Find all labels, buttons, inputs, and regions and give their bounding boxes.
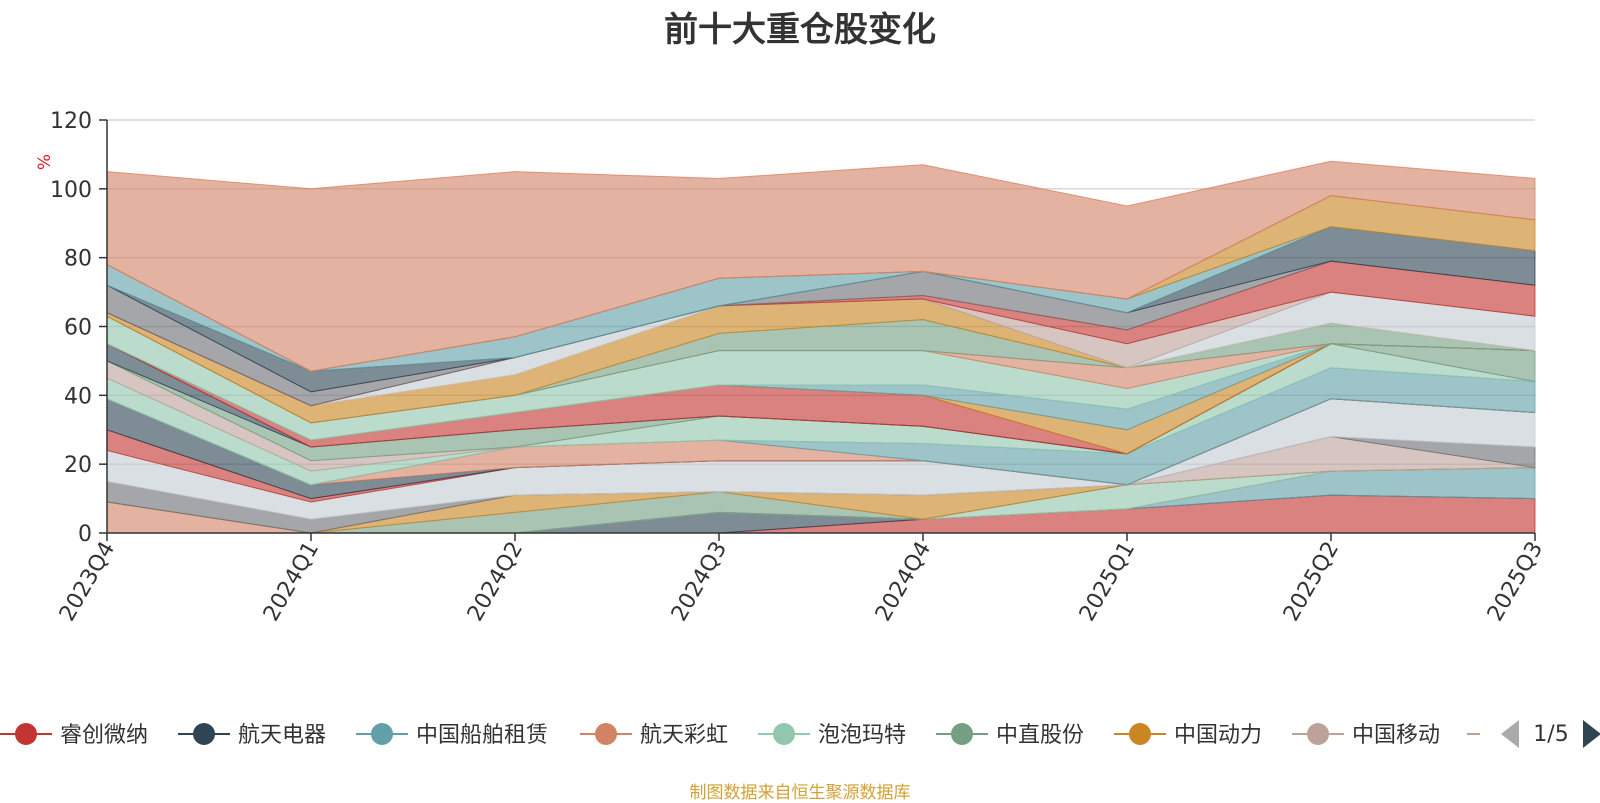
x-tick-label: 2024Q4	[871, 538, 936, 626]
legend-label: 航天彩虹	[640, 723, 728, 748]
legend-marker	[1129, 723, 1151, 745]
legend: 睿创微纳 航天电器 中国船舶租赁 航天彩虹 泡泡玛特 中直股份 中国动力 中国移动 1/5	[0, 720, 1600, 748]
legend-label: 泡泡玛特	[818, 723, 906, 748]
legend-item[interactable]: 中直股份	[936, 723, 1084, 748]
pager-prev-icon[interactable]	[1501, 720, 1519, 748]
chart-title: 前十大重仓股变化	[664, 10, 936, 50]
y-tick-label: 0	[78, 522, 92, 547]
legend-item[interactable]: 泡泡玛特	[758, 723, 906, 748]
y-tick-label: 60	[64, 316, 92, 341]
y-axis-unit: %	[35, 154, 55, 170]
legend-item[interactable]: 中国动力	[1114, 723, 1262, 748]
x-tick-label: 2024Q2	[463, 538, 528, 626]
area-layer	[106, 160, 1536, 534]
legend-marker	[371, 723, 393, 745]
legend-marker	[1307, 723, 1329, 745]
legend-label: 中直股份	[996, 723, 1084, 748]
x-tick-label: 2024Q3	[667, 538, 732, 626]
legend-label: 中国移动	[1352, 723, 1440, 748]
legend-marker	[15, 723, 37, 745]
y-tick-label: 80	[64, 247, 92, 272]
pager-next-icon[interactable]	[1583, 720, 1600, 748]
legend-label: 中国动力	[1174, 723, 1262, 748]
x-tick-label: 2025Q2	[1279, 538, 1344, 626]
area-series-34	[106, 160, 1536, 372]
x-tick-label: 2025Q1	[1075, 538, 1140, 626]
source-note: 制图数据来自恒生聚源数据库	[689, 783, 911, 803]
legend-item[interactable]: 航天电器	[178, 723, 326, 748]
legend-label: 中国船舶租赁	[416, 723, 548, 748]
y-tick-label: 100	[50, 178, 92, 203]
x-tick-label: 2024Q1	[259, 538, 324, 626]
legend-marker	[951, 723, 973, 745]
legend-label: 航天电器	[238, 723, 326, 748]
legend-item[interactable]: 中国船舶租赁	[356, 723, 548, 748]
pager-label: 1/5	[1533, 722, 1568, 747]
legend-item[interactable]: 睿创微纳	[0, 723, 148, 748]
legend-marker	[595, 723, 617, 745]
legend-item[interactable]: 中国移动	[1292, 723, 1440, 748]
legend-marker	[193, 723, 215, 745]
x-tick-label: 2025Q3	[1483, 538, 1548, 626]
y-tick-label: 40	[64, 384, 92, 409]
y-tick-label: 20	[64, 453, 92, 478]
x-tick-label: 2023Q4	[55, 538, 120, 626]
legend-label: 睿创微纳	[60, 723, 148, 748]
y-tick-label: 120	[50, 109, 92, 134]
legend-marker	[773, 723, 795, 745]
legend-item[interactable]: 航天彩虹	[580, 723, 728, 748]
